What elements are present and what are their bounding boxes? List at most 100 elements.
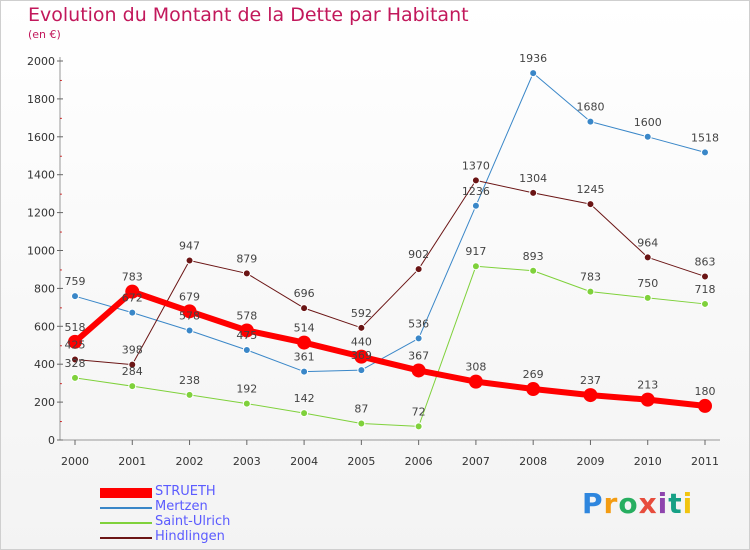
data-point-mertzen: [701, 148, 709, 157]
data-label-strueth: 367: [408, 349, 429, 362]
data-label-hindlingen: 964: [637, 236, 658, 249]
data-point-mertzen: [185, 326, 194, 335]
legend-label: Mertzen: [155, 499, 208, 514]
data-label-hindlingen: 1304: [519, 172, 547, 185]
x-tick-label: 2011: [691, 455, 719, 468]
data-point-hindlingen: [71, 355, 79, 364]
data-label-hindlingen: 947: [179, 240, 200, 253]
data-label-hindlingen: 425: [65, 338, 86, 351]
data-point-strueth: [526, 382, 541, 397]
legend-label: STRUETH: [155, 484, 216, 499]
y-tick-label: 600: [34, 320, 55, 333]
data-label-saint-ulrich: 893: [523, 250, 544, 263]
data-label-mertzen: 1518: [691, 131, 719, 144]
data-point-hindlingen: [471, 176, 480, 185]
legend-swatch: [100, 488, 152, 498]
logo-letter: r: [603, 487, 619, 520]
data-point-strueth: [354, 349, 369, 364]
data-point-strueth: [640, 392, 655, 407]
data-point-saint-ulrich: [128, 382, 137, 391]
y-tick-label: 2000: [27, 55, 55, 68]
y-tick-label: 800: [34, 282, 55, 295]
y-tick-label: 1200: [27, 207, 55, 220]
data-label-saint-ulrich: 238: [179, 374, 200, 387]
data-label-saint-ulrich: 783: [580, 271, 601, 284]
data-point-hindlingen: [529, 188, 538, 197]
data-label-strueth: 269: [523, 368, 544, 381]
legend-swatch: [100, 522, 152, 524]
data-label-strueth: 180: [695, 385, 716, 398]
data-point-hindlingen: [357, 323, 366, 332]
data-label-saint-ulrich: 142: [294, 392, 315, 405]
series-line-mertzen: [74, 72, 706, 373]
data-point-strueth: [68, 334, 82, 349]
data-label-strueth: 679: [179, 290, 200, 303]
data-point-saint-ulrich: [242, 399, 251, 408]
data-point-hindlingen: [128, 360, 137, 369]
y-tick-label: 1400: [27, 169, 55, 182]
data-label-saint-ulrich: 328: [65, 357, 86, 370]
data-point-saint-ulrich: [471, 262, 480, 271]
x-tick-label: 2000: [61, 455, 89, 468]
legend-label: Saint-Ulrich: [155, 514, 231, 529]
x-tick-label: 2009: [576, 455, 604, 468]
data-point-mertzen: [71, 292, 79, 301]
data-label-strueth: 213: [637, 379, 658, 392]
data-label-saint-ulrich: 72: [412, 405, 426, 418]
x-tick-label: 2007: [462, 455, 490, 468]
data-label-mertzen: 759: [65, 275, 86, 288]
x-tick-label: 2004: [290, 455, 318, 468]
data-point-mertzen: [242, 345, 251, 354]
x-tick-label: 2005: [347, 455, 375, 468]
legend-label: Hindlingen: [155, 529, 225, 544]
logo-letter: t: [668, 487, 683, 520]
legend-swatch: [100, 537, 152, 539]
data-label-mertzen: 1680: [576, 101, 604, 114]
x-tick-label: 2006: [405, 455, 433, 468]
data-point-strueth: [239, 323, 254, 338]
chart-subtitle: (en €): [28, 28, 61, 41]
data-point-strueth: [698, 398, 712, 413]
data-label-strueth: 308: [465, 361, 486, 374]
data-label-saint-ulrich: 718: [695, 283, 716, 296]
data-label-saint-ulrich: 192: [236, 383, 257, 396]
data-point-strueth: [125, 284, 140, 299]
data-label-mertzen: 1600: [634, 116, 662, 129]
data-point-saint-ulrich: [586, 287, 595, 296]
data-point-mertzen: [300, 367, 309, 376]
data-label-mertzen: 536: [408, 317, 429, 330]
data-label-hindlingen: 1245: [576, 183, 604, 196]
data-label-strueth: 783: [122, 271, 143, 284]
data-label-strueth: 514: [294, 322, 315, 335]
data-label-strueth: 237: [580, 374, 601, 387]
data-point-mertzen: [128, 308, 137, 317]
data-point-mertzen: [529, 69, 538, 78]
logo-letter: P: [582, 487, 604, 520]
data-point-saint-ulrich: [357, 419, 366, 428]
data-label-strueth: 518: [65, 321, 86, 334]
data-label-mertzen: 1236: [462, 185, 490, 198]
data-point-hindlingen: [414, 265, 423, 274]
y-tick-label: 1600: [27, 131, 55, 144]
data-point-saint-ulrich: [300, 409, 309, 418]
data-label-mertzen: 672: [122, 292, 143, 305]
chart-title: Evolution du Montant de la Dette par Hab…: [28, 4, 469, 26]
data-point-strueth: [583, 388, 598, 403]
data-point-saint-ulrich: [414, 422, 423, 431]
data-label-mertzen: 1936: [519, 52, 547, 65]
data-label-saint-ulrich: 917: [465, 245, 486, 258]
data-point-mertzen: [471, 201, 480, 210]
data-point-strueth: [468, 374, 483, 389]
proxiti-logo: Proxiti: [582, 487, 693, 520]
series-line-hindlingen: [74, 179, 706, 366]
data-point-hindlingen: [643, 253, 652, 262]
logo-letter: x: [638, 487, 658, 520]
data-point-hindlingen: [185, 256, 194, 265]
data-label-mertzen: 578: [179, 309, 200, 322]
data-point-mertzen: [357, 366, 366, 375]
data-point-saint-ulrich: [643, 293, 652, 302]
data-label-mertzen: 475: [236, 329, 257, 342]
y-tick-label: 0: [48, 434, 55, 447]
